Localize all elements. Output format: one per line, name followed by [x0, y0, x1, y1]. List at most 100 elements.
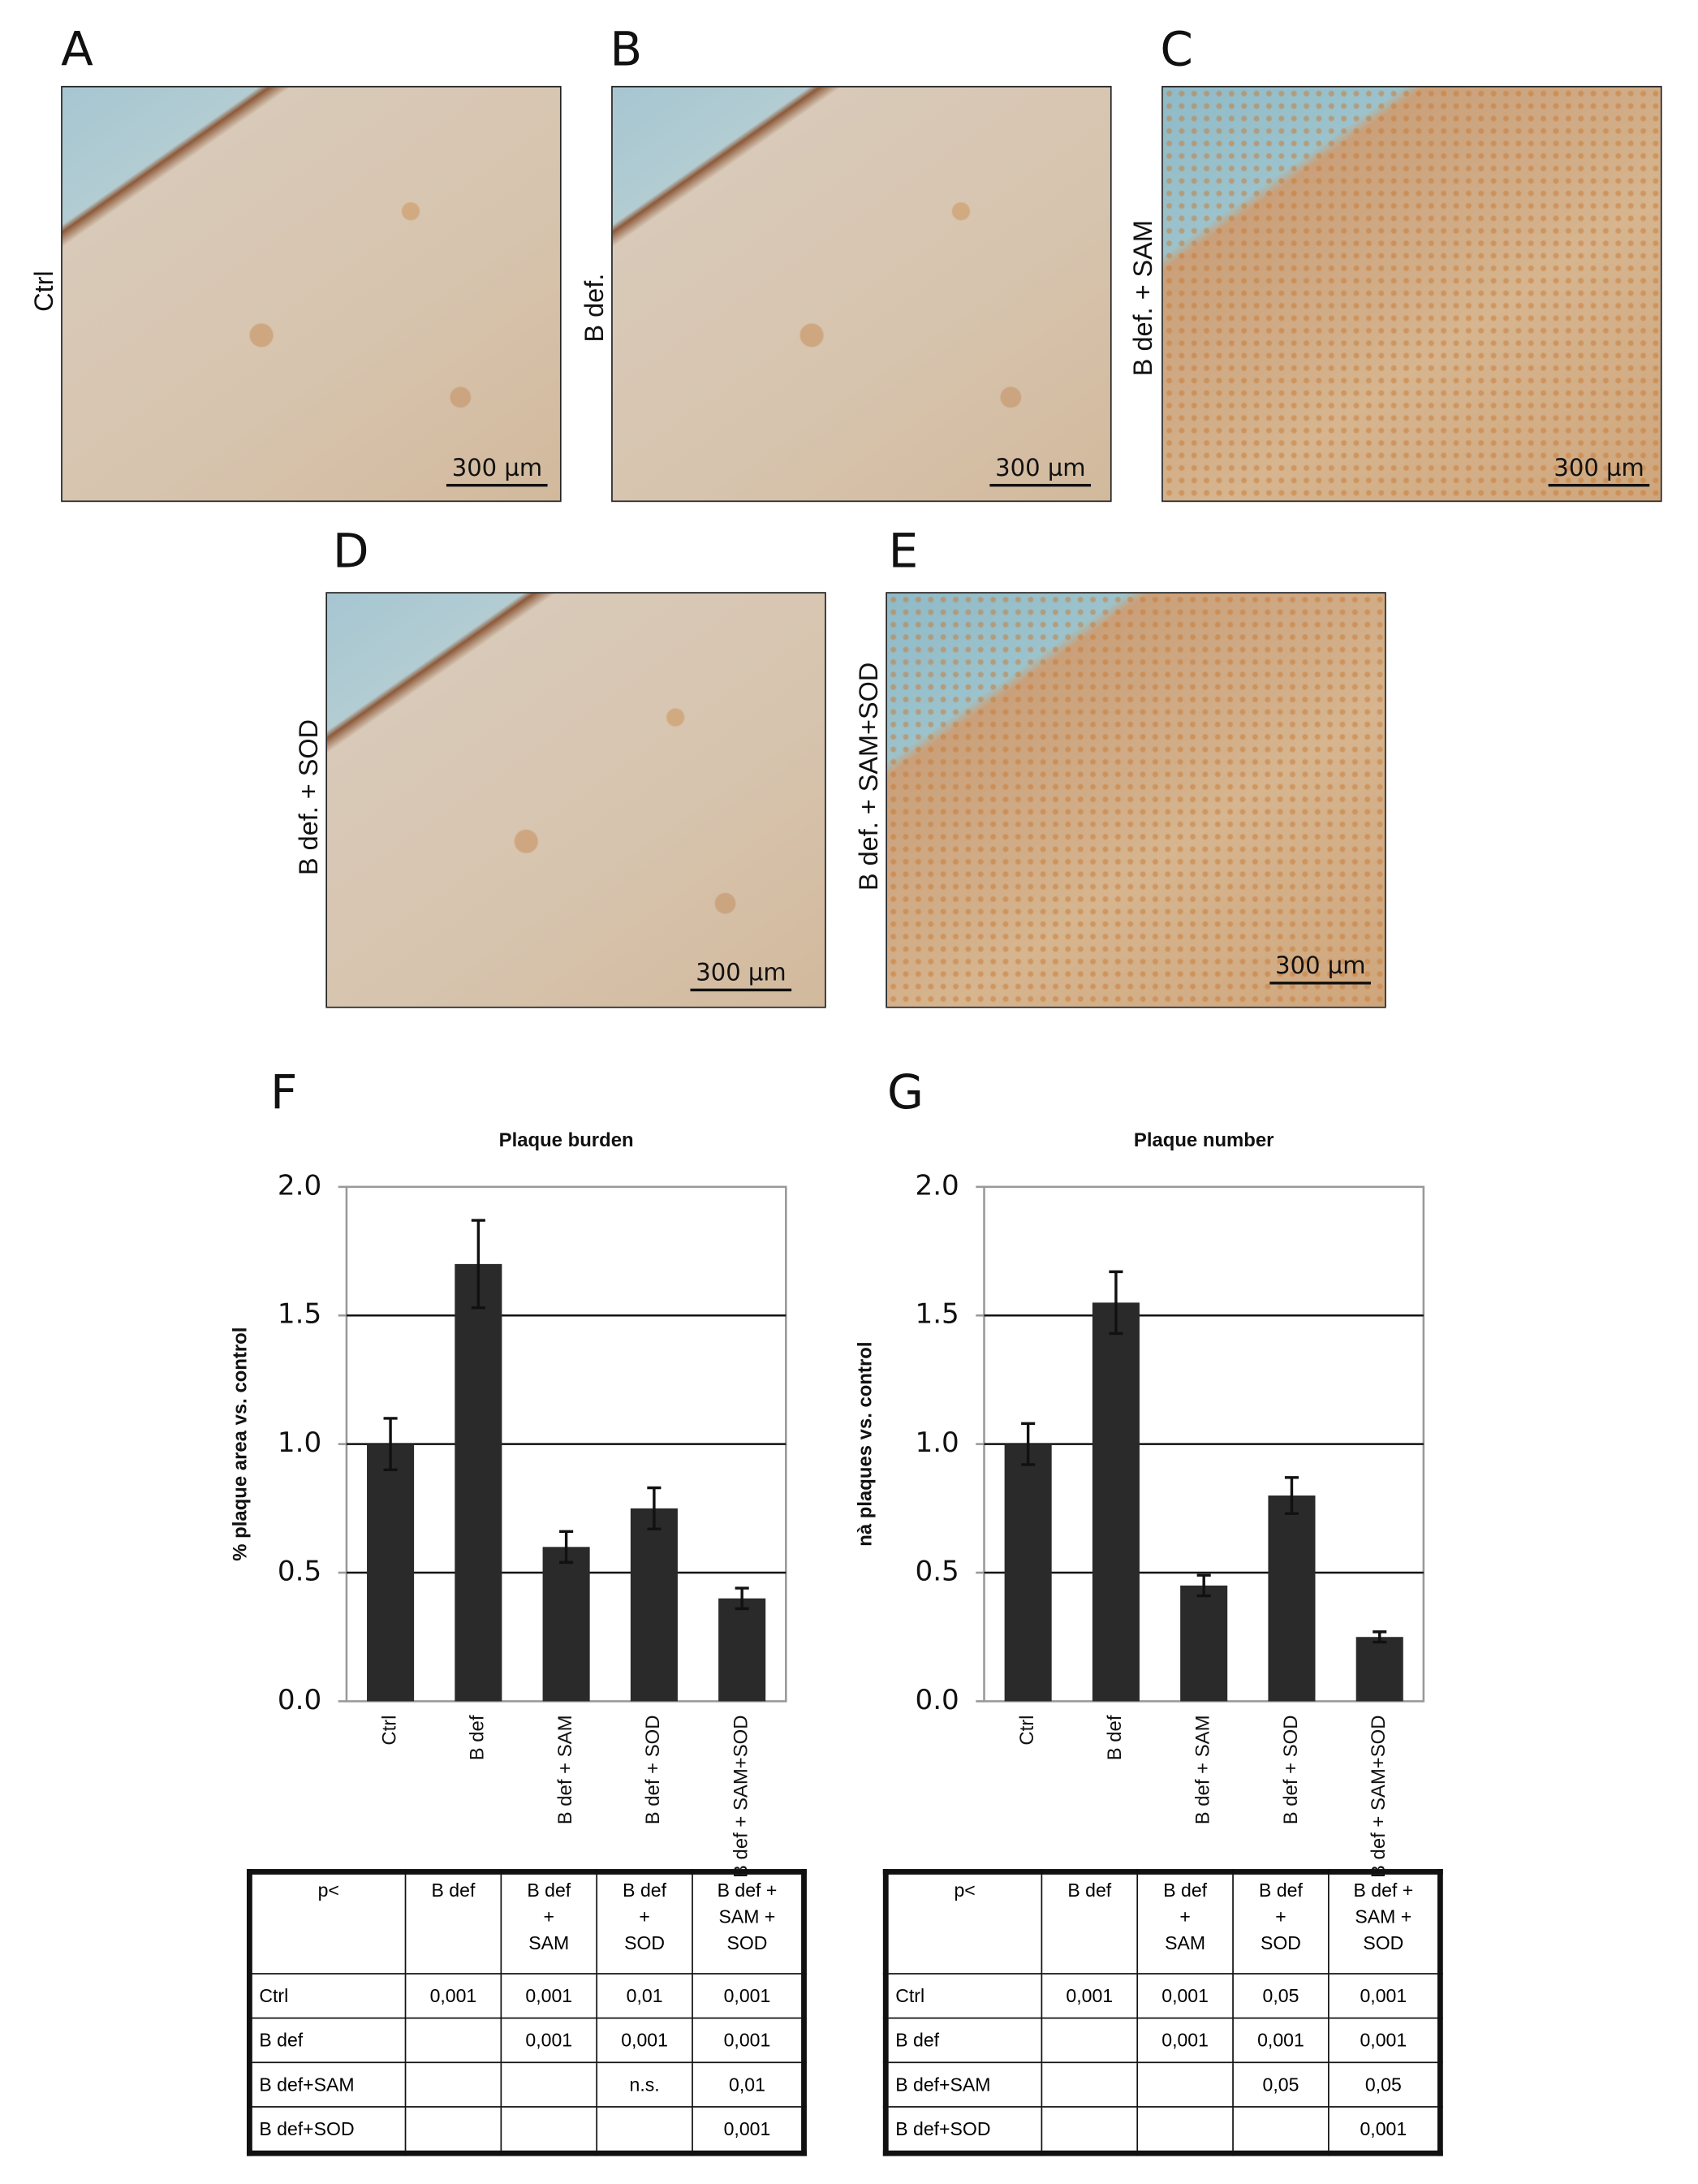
- row-label: B def+SOD: [885, 2106, 1043, 2154]
- bar: [1004, 1444, 1052, 1702]
- chart-title: Plaque number: [1134, 1129, 1274, 1151]
- header-cell: B def: [404, 1871, 502, 1975]
- p-value: 0,001: [404, 1973, 502, 2019]
- p-value: n.s.: [596, 2061, 693, 2108]
- row-label: Ctrl: [248, 1973, 407, 2019]
- header-row: p< B def B def + SAM B def + SOD B def + SAM…: [248, 1871, 805, 1975]
- p-value: 0,001: [1232, 2017, 1330, 2064]
- p-value: [500, 2061, 598, 2108]
- x-tick-label: B def + SAM+SOD: [1368, 1715, 1390, 1878]
- table-row: B def+SOD 0,001: [885, 2106, 1442, 2154]
- micrograph: [886, 592, 1386, 1008]
- p-value: 0,01: [692, 2061, 805, 2108]
- x-tick-label: Ctrl: [378, 1715, 400, 1745]
- x-tick-label: B def: [1104, 1715, 1126, 1760]
- p-value: [500, 2106, 598, 2154]
- table-row: B def+SAM 0,05 0,05: [885, 2061, 1442, 2108]
- panel-letter: A: [61, 22, 93, 78]
- row-label: Ctrl: [885, 1973, 1043, 2019]
- panel-letter: E: [888, 524, 919, 580]
- table-row: B def 0,001 0,001 0,001: [885, 2017, 1442, 2064]
- p-value: [1041, 2106, 1139, 2154]
- p-value: [404, 2106, 502, 2154]
- panel-letter: C: [1160, 22, 1193, 78]
- micrograph: [61, 85, 562, 503]
- scale-bar: 300 µm: [989, 455, 1092, 487]
- p-value: 0,001: [1041, 1973, 1139, 2019]
- p-value: [1041, 2061, 1139, 2108]
- panel-letter: F: [270, 1064, 297, 1120]
- y-tick-label: 0.5: [915, 1556, 959, 1588]
- p-value: 0,01: [596, 1973, 693, 2019]
- y-tick-label: 0.5: [278, 1556, 321, 1588]
- p-value-table: p< B def B def + SAM B def + SOD B def + SAM…: [882, 1869, 1443, 2156]
- p-value: [404, 2017, 502, 2064]
- row-label: B def+SAM: [885, 2061, 1043, 2108]
- panel-letter: B: [610, 22, 643, 78]
- p-value: 0,001: [500, 2017, 598, 2064]
- y-tick-label: 1.5: [278, 1298, 321, 1331]
- p-value: [1136, 2061, 1234, 2108]
- p-value: 0,05: [1232, 2061, 1330, 2108]
- header-cell: p<: [248, 1871, 407, 1975]
- p-value: [404, 2061, 502, 2108]
- panel-letter: D: [332, 524, 369, 580]
- table-row: B def+SOD 0,001: [248, 2106, 805, 2154]
- y-axis-label: nà plaques vs. control: [855, 1342, 877, 1547]
- scale-bar: 300 µm: [446, 455, 548, 487]
- row-label: B def: [885, 2017, 1043, 2064]
- scale-bar: 300 µm: [1269, 952, 1372, 985]
- bar: [630, 1508, 678, 1702]
- p-value: [596, 2106, 693, 2154]
- p-value: 0,001: [692, 1973, 805, 2019]
- p-value: [1232, 2106, 1330, 2154]
- p-value: 0,001: [692, 2106, 805, 2154]
- table-row: Ctrl 0,001 0,001 0,05 0,001: [885, 1973, 1442, 2019]
- y-tick-label: 0.0: [915, 1684, 959, 1716]
- x-tick-label: B def + SAM: [554, 1715, 576, 1824]
- row-label: B def: [248, 2017, 407, 2064]
- table-row: Ctrl 0,001 0,001 0,01 0,001: [248, 1973, 805, 2019]
- bar: [455, 1263, 502, 1702]
- y-tick-label: 1.0: [915, 1427, 959, 1459]
- y-tick-label: 0.0: [278, 1684, 321, 1716]
- p-value: 0,05: [1232, 1973, 1330, 2019]
- p-value: 0,001: [1136, 2017, 1234, 2064]
- p-value-table: p< B def B def + SAM B def + SOD B def + SAM…: [246, 1869, 807, 2156]
- scale-bar: 300 µm: [690, 960, 792, 992]
- x-tick-label: Ctrl: [1016, 1715, 1038, 1745]
- micrograph: [1161, 85, 1662, 503]
- row-label: B def+SAM: [248, 2061, 407, 2108]
- row-label: B def+SOD: [248, 2106, 407, 2154]
- bar: [1092, 1302, 1140, 1702]
- p-value: 0,001: [692, 2017, 805, 2064]
- header-cell: B def + SAM + SOD: [692, 1871, 805, 1975]
- x-tick-label: B def + SAM+SOD: [730, 1715, 752, 1878]
- bar: [367, 1444, 415, 1702]
- p-value: 0,001: [596, 2017, 693, 2064]
- p-value: 0,001: [1328, 1973, 1442, 2019]
- p-value: 0,001: [1328, 2017, 1442, 2064]
- header-cell: B def + SOD: [596, 1871, 693, 1975]
- chart-title: Plaque burden: [499, 1129, 634, 1151]
- y-tick-label: 1.0: [278, 1427, 321, 1459]
- bar: [1180, 1585, 1228, 1702]
- x-tick-label: B def + SOD: [642, 1715, 664, 1824]
- p-value: 0,001: [500, 1973, 598, 2019]
- x-tick-label: B def + SOD: [1280, 1715, 1302, 1824]
- header-row: p< B def B def + SAM B def + SOD B def + SAM…: [885, 1871, 1442, 1975]
- p-value: 0,05: [1328, 2061, 1442, 2108]
- header-cell: B def + SOD: [1232, 1871, 1330, 1975]
- p-value: 0,001: [1136, 1973, 1234, 2019]
- header-cell: B def + SAM: [1136, 1871, 1234, 1975]
- micrograph: [611, 85, 1112, 503]
- bar: [718, 1598, 766, 1702]
- header-cell: B def: [1041, 1871, 1139, 1975]
- x-tick-label: B def + SAM: [1192, 1715, 1214, 1824]
- p-value: [1136, 2106, 1234, 2154]
- header-cell: B def + SAM: [500, 1871, 598, 1975]
- p-value: [1041, 2017, 1139, 2064]
